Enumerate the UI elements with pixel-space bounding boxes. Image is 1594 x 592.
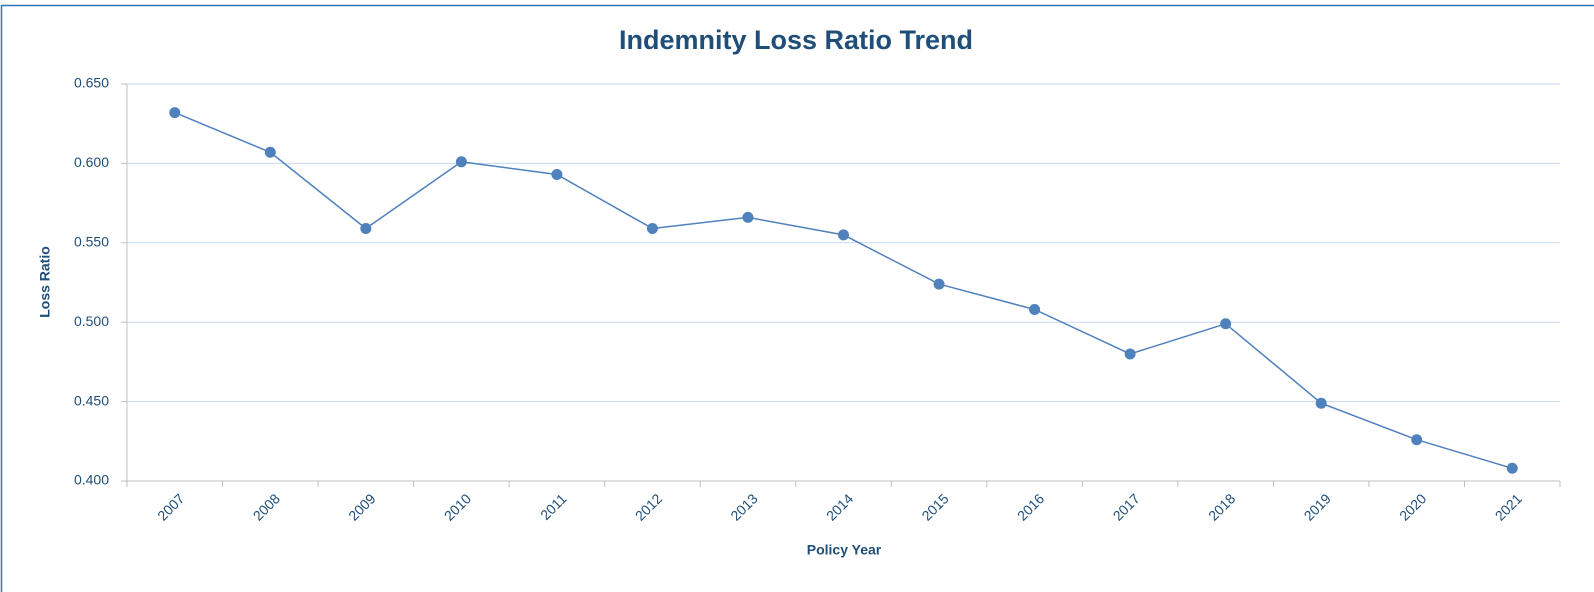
x-tick-label: 2011 — [537, 490, 570, 523]
line — [174, 111, 1513, 470]
data-point — [1411, 434, 1423, 446]
chart-border — [0, 4, 1594, 592]
chart-title: Indemnity Loss Ratio Trend — [619, 25, 973, 55]
y-tick-label: 0.600 — [74, 154, 109, 170]
data-point — [646, 223, 658, 235]
x-tick-label: 2021 — [1492, 490, 1525, 523]
x-tick-label: 2015 — [918, 490, 951, 523]
y-tick-label: 0.500 — [74, 313, 109, 329]
data-point — [264, 146, 276, 158]
data-point — [360, 223, 372, 235]
data-point — [455, 156, 467, 168]
x-tick-label: 2016 — [1014, 490, 1047, 523]
data-point — [933, 278, 945, 290]
data-point — [1124, 348, 1136, 360]
x-tick-label: 2018 — [1205, 490, 1238, 523]
x-axis-title: Policy Year — [807, 542, 882, 558]
data-point — [1029, 303, 1041, 315]
y-axis-title: Loss Ratio — [37, 246, 53, 318]
data-point — [1220, 318, 1232, 330]
y-tick-label: 0.450 — [74, 392, 109, 408]
data-point — [1506, 462, 1518, 474]
x-tick-label: 2019 — [1301, 490, 1334, 523]
x-tick-label: 2014 — [823, 490, 856, 523]
data-point — [742, 211, 754, 223]
data-point — [1315, 397, 1327, 409]
x-tick-label: 2012 — [632, 490, 665, 523]
data-point — [551, 169, 563, 181]
y-tick-label: 0.550 — [74, 234, 109, 250]
x-tick-label: 2010 — [441, 490, 474, 523]
x-tick-label: 2008 — [250, 490, 283, 523]
data-point — [838, 229, 849, 241]
x-tick-label: 2017 — [1109, 490, 1142, 523]
data-point — [169, 107, 181, 119]
x-tick-label: 2020 — [1396, 490, 1429, 523]
y-tick-label: 0.400 — [74, 472, 109, 488]
x-tick-label: 2007 — [154, 490, 187, 523]
y-tick-label: 0.650 — [74, 75, 109, 91]
x-tick-label: 2009 — [345, 490, 378, 523]
x-tick-label: 2013 — [727, 490, 760, 523]
